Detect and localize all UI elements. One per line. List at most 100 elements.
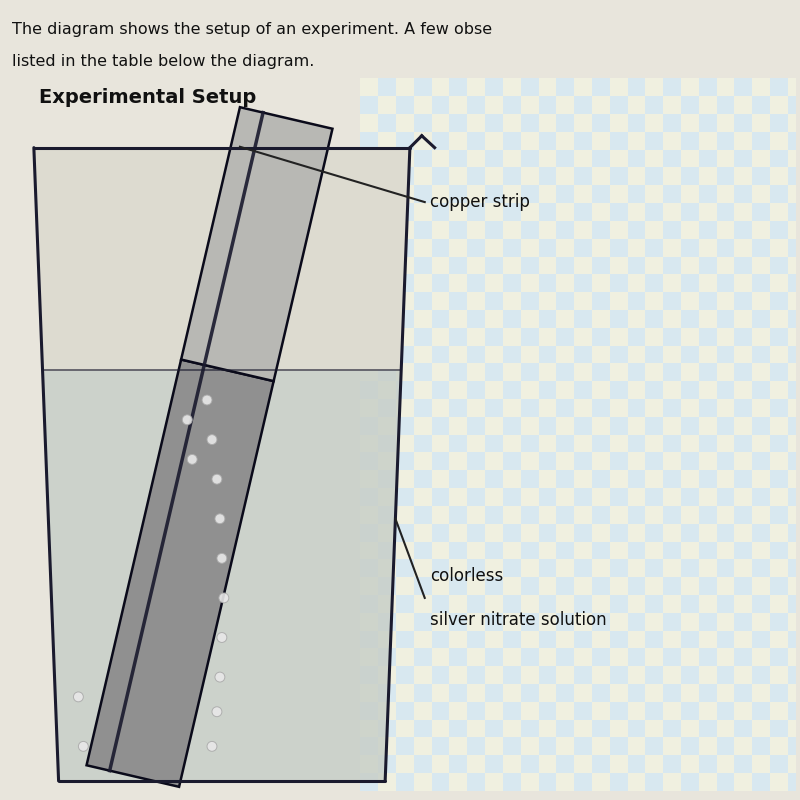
Bar — [432, 114, 450, 132]
Bar — [361, 203, 378, 221]
Bar — [752, 346, 770, 363]
Bar — [788, 738, 800, 755]
Bar — [361, 684, 378, 702]
Bar — [699, 328, 717, 346]
Bar — [503, 238, 521, 257]
Bar — [646, 399, 663, 417]
Bar — [770, 346, 788, 363]
Bar — [592, 310, 610, 328]
Bar — [485, 470, 503, 488]
Bar — [734, 363, 752, 381]
Bar — [361, 470, 378, 488]
Bar — [378, 720, 396, 738]
Bar — [556, 542, 574, 559]
Bar — [752, 506, 770, 524]
Bar — [628, 630, 646, 648]
Bar — [503, 720, 521, 738]
Bar — [538, 630, 556, 648]
Bar — [521, 666, 538, 684]
Bar — [752, 702, 770, 720]
Bar — [717, 186, 734, 203]
Bar — [681, 381, 699, 399]
Bar — [628, 363, 646, 381]
Bar — [521, 720, 538, 738]
Bar — [574, 470, 592, 488]
Bar — [521, 453, 538, 470]
Bar — [378, 78, 396, 96]
Bar — [610, 310, 628, 328]
Bar — [538, 363, 556, 381]
Bar — [538, 203, 556, 221]
Bar — [450, 559, 467, 577]
Bar — [432, 238, 450, 257]
Bar — [432, 613, 450, 630]
Bar — [592, 186, 610, 203]
Bar — [556, 453, 574, 470]
Bar — [538, 257, 556, 274]
Polygon shape — [86, 359, 274, 787]
Bar — [592, 132, 610, 150]
Bar — [699, 381, 717, 399]
Bar — [378, 132, 396, 150]
Bar — [378, 613, 396, 630]
Bar — [414, 434, 432, 453]
Bar — [432, 274, 450, 292]
Bar — [485, 310, 503, 328]
Bar — [538, 292, 556, 310]
Bar — [646, 78, 663, 96]
Bar — [556, 274, 574, 292]
Bar — [646, 453, 663, 470]
Bar — [361, 238, 378, 257]
Bar — [361, 648, 378, 666]
Bar — [663, 114, 681, 132]
Bar — [396, 381, 414, 399]
Bar — [503, 132, 521, 150]
Bar — [699, 630, 717, 648]
Bar — [503, 666, 521, 684]
Bar — [681, 684, 699, 702]
Bar — [770, 613, 788, 630]
Bar — [538, 666, 556, 684]
Bar — [717, 221, 734, 238]
Bar — [538, 186, 556, 203]
Bar — [770, 363, 788, 381]
Bar — [556, 186, 574, 203]
Text: colorless: colorless — [430, 567, 503, 585]
Bar — [361, 132, 378, 150]
Bar — [361, 630, 378, 648]
Bar — [485, 773, 503, 791]
Bar — [432, 648, 450, 666]
Circle shape — [217, 554, 227, 563]
Bar — [414, 346, 432, 363]
Bar — [646, 506, 663, 524]
Bar — [752, 292, 770, 310]
Bar — [396, 417, 414, 434]
Bar — [556, 381, 574, 399]
Bar — [574, 399, 592, 417]
Bar — [378, 559, 396, 577]
Bar — [788, 310, 800, 328]
Bar — [699, 417, 717, 434]
Bar — [717, 648, 734, 666]
Bar — [432, 577, 450, 595]
Bar — [663, 150, 681, 167]
Bar — [734, 381, 752, 399]
Bar — [717, 453, 734, 470]
Bar — [752, 595, 770, 613]
Bar — [717, 506, 734, 524]
Bar — [610, 114, 628, 132]
Bar — [734, 203, 752, 221]
Bar — [432, 506, 450, 524]
Bar — [699, 577, 717, 595]
Bar — [770, 328, 788, 346]
Bar — [396, 577, 414, 595]
Bar — [538, 755, 556, 773]
Bar — [556, 773, 574, 791]
Bar — [574, 613, 592, 630]
Bar — [646, 274, 663, 292]
Bar — [432, 310, 450, 328]
Bar — [770, 453, 788, 470]
Bar — [752, 167, 770, 186]
Bar — [681, 720, 699, 738]
Bar — [734, 524, 752, 542]
